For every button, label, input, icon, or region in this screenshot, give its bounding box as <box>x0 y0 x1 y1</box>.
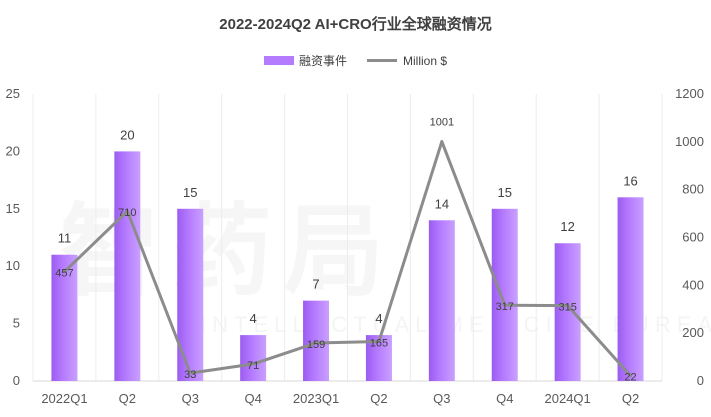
y-right-tick-label: 600 <box>682 230 704 245</box>
x-tick-label: Q3 <box>182 391 199 406</box>
y-left-tick-label: 10 <box>6 258 20 273</box>
y-left-tick-label: 25 <box>6 86 20 101</box>
x-tick-label: 2023Q1 <box>293 391 339 406</box>
legend-line-swatch <box>367 59 397 62</box>
bar-value-label: 7 <box>312 277 319 292</box>
x-tick-label: 2022Q1 <box>41 391 87 406</box>
bar <box>303 300 330 381</box>
line-point <box>251 362 255 366</box>
bar-value-label: 15 <box>183 185 197 200</box>
line-point <box>377 340 381 344</box>
line-value-label: 33 <box>184 369 196 381</box>
line-value-label: 317 <box>496 301 514 313</box>
bar <box>240 335 267 381</box>
bar-value-label: 4 <box>375 311 382 326</box>
x-tick-label: Q4 <box>244 391 261 406</box>
legend-bar-swatch <box>263 56 294 65</box>
bar-value-label: 14 <box>435 196 449 211</box>
y-right-tick-label: 0 <box>697 373 704 388</box>
line-value-label: 165 <box>370 338 388 350</box>
x-tick-label: Q4 <box>496 391 513 406</box>
legend-line-label: Million $ <box>403 53 448 68</box>
line-point <box>440 140 444 144</box>
bar-value-label: 12 <box>560 219 574 234</box>
y-left-tick-label: 5 <box>13 316 20 331</box>
bar-value-label: 16 <box>623 173 637 188</box>
chart-title: 2022-2024Q2 AI+CRO行业全球融资情况 <box>219 16 492 33</box>
line-point <box>188 371 192 375</box>
line-value-label: 315 <box>558 302 576 314</box>
bar-value-label: 20 <box>120 127 134 142</box>
line-value-label: 159 <box>307 339 325 351</box>
y-right-tick-label: 400 <box>682 277 704 292</box>
line-point <box>629 374 633 378</box>
bar-value-label: 15 <box>498 185 512 200</box>
y-left-tick-label: 15 <box>6 201 20 216</box>
x-tick-label: Q2 <box>370 391 387 406</box>
line-value-label: 22 <box>624 372 636 384</box>
y-left-tick-label: 20 <box>6 143 20 158</box>
bar-value-label: 4 <box>250 311 257 326</box>
legend-item-bars: 融资事件 <box>263 52 347 69</box>
bar <box>114 151 141 381</box>
x-tick-label: Q3 <box>433 391 450 406</box>
bar-value-label: 11 <box>58 231 72 246</box>
line-value-label: 71 <box>247 360 259 372</box>
bar <box>177 208 204 381</box>
y-left-tick-label: 0 <box>13 373 20 388</box>
bar <box>554 243 581 381</box>
line-series <box>63 140 632 377</box>
y-right-tick-label: 200 <box>682 325 704 340</box>
y-right-tick-label: 1000 <box>675 134 704 149</box>
chart-legend: 融资事件 Million $ <box>0 52 711 69</box>
line-point <box>314 341 318 345</box>
legend-bar-label: 融资事件 <box>298 54 347 68</box>
line-value-label: 457 <box>55 268 73 280</box>
bar <box>51 254 78 381</box>
line-value-label: 710 <box>118 207 136 219</box>
line-point <box>125 209 129 213</box>
line-point <box>566 304 570 308</box>
bar <box>491 208 518 381</box>
x-tick-label: Q2 <box>119 391 136 406</box>
line-point <box>62 270 66 274</box>
line-value-label: 1001 <box>430 117 454 129</box>
y-right-tick-label: 800 <box>682 182 704 197</box>
bar <box>428 220 455 381</box>
x-tick-label: 2024Q1 <box>545 391 591 406</box>
y-right-tick-label: 1200 <box>675 86 704 101</box>
legend-item-line: Million $ <box>367 54 447 68</box>
line-point <box>503 303 507 307</box>
bar <box>617 197 644 381</box>
x-tick-label: Q2 <box>622 391 639 406</box>
